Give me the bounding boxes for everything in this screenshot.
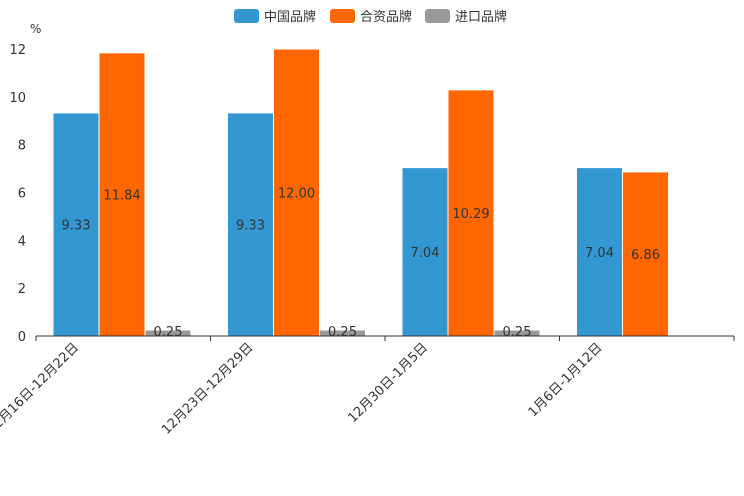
bar-data-label: 9.33 (62, 218, 91, 233)
legend-swatch (425, 9, 450, 23)
legend-swatch (234, 9, 259, 23)
legend: 中国品牌 合资品牌 进口品牌 (234, 9, 507, 25)
x-tick-label: 12月16日-12月22日 (0, 340, 82, 437)
bar-data-label: 6.86 (631, 248, 660, 263)
bar-data-label: 7.04 (411, 246, 440, 261)
legend-label: 合资品牌 (360, 9, 412, 25)
bar-data-label: 9.33 (236, 218, 265, 233)
legend-label: 进口品牌 (455, 9, 507, 25)
y-axis: 0 2 4 6 8 10 12 (9, 43, 26, 345)
legend-swatch (330, 9, 355, 23)
bar (273, 48, 320, 337)
bar-data-label: 0.25 (503, 325, 532, 340)
y-tick-label: 12 (9, 43, 26, 58)
bar-data-label: 0.25 (154, 325, 183, 340)
x-tick-label: 1月6日-1月12日 (526, 340, 606, 420)
legend-label: 中国品牌 (264, 9, 316, 25)
y-tick-label: 2 (18, 282, 26, 297)
bar (622, 171, 669, 337)
bar (576, 167, 623, 337)
bar (52, 112, 100, 337)
x-tick-label: 12月30日-1月5日 (345, 340, 431, 426)
bar (98, 52, 146, 337)
y-tick-label: 6 (18, 187, 26, 202)
y-axis-unit: % (30, 22, 41, 36)
y-tick-label: 4 (18, 234, 26, 249)
bar-data-label: 7.04 (585, 246, 614, 261)
bar (447, 89, 495, 337)
bar-data-label: 10.29 (452, 207, 489, 222)
bars: 9.33 11.84 0.25 9.33 12.00 0.25 7.04 10.29 0.25 7… (52, 48, 669, 340)
x-tick-label: 12月23日-12月29日 (159, 340, 256, 437)
y-tick-label: 0 (18, 330, 26, 345)
bar (401, 167, 449, 337)
bar-data-label: 12.00 (278, 187, 315, 202)
x-axis: 12月16日-12月22日 12月23日-12月29日 12月30日-1月5日 1月6… (0, 335, 735, 438)
bar-data-label: 11.84 (103, 188, 140, 203)
y-tick-label: 8 (18, 139, 26, 154)
bar-data-label: 0.25 (328, 325, 357, 340)
y-tick-label: 10 (9, 91, 26, 106)
